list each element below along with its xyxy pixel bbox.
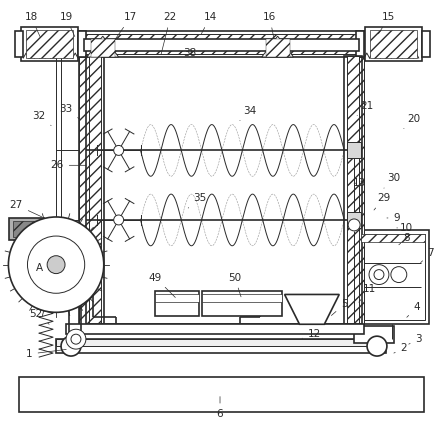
Circle shape <box>61 336 81 356</box>
Text: 18: 18 <box>25 12 40 37</box>
Bar <box>347 212 361 228</box>
Bar <box>356 31 364 57</box>
Polygon shape <box>262 36 294 57</box>
Text: 4: 4 <box>407 302 420 317</box>
Text: 7: 7 <box>421 248 434 263</box>
Text: 1: 1 <box>26 349 66 359</box>
Circle shape <box>391 266 407 283</box>
Text: 49: 49 <box>149 272 175 298</box>
Circle shape <box>369 265 389 284</box>
Bar <box>9 218 44 240</box>
Text: 16: 16 <box>263 12 277 54</box>
Text: 5: 5 <box>331 299 347 315</box>
Circle shape <box>114 145 124 156</box>
Bar <box>56 339 386 346</box>
Circle shape <box>66 329 86 349</box>
Bar <box>344 56 362 324</box>
Text: 21: 21 <box>357 101 373 116</box>
Circle shape <box>8 217 104 312</box>
Text: 38: 38 <box>183 48 197 58</box>
Text: 29: 29 <box>374 193 391 210</box>
Bar <box>202 292 282 316</box>
Bar <box>91 39 115 57</box>
Text: 9: 9 <box>387 213 400 223</box>
Text: 30: 30 <box>384 173 400 188</box>
Bar <box>76 31 367 57</box>
Text: 10: 10 <box>397 223 413 233</box>
Bar <box>357 230 429 324</box>
Text: 14: 14 <box>202 12 217 34</box>
Text: 26: 26 <box>51 160 86 170</box>
Text: 12: 12 <box>302 329 321 339</box>
Bar <box>16 31 23 57</box>
Bar <box>21 27 78 61</box>
Bar <box>347 142 361 159</box>
Text: 3: 3 <box>409 334 422 344</box>
Bar <box>202 295 282 303</box>
Text: 27: 27 <box>10 200 42 217</box>
Bar <box>422 31 430 57</box>
Bar <box>370 30 417 58</box>
Text: 35: 35 <box>188 193 207 208</box>
Polygon shape <box>284 295 339 324</box>
Bar <box>81 34 362 54</box>
Bar <box>78 31 86 57</box>
Text: 33: 33 <box>59 104 79 119</box>
Bar <box>79 56 93 324</box>
Text: 22: 22 <box>161 12 177 54</box>
Bar <box>26 30 73 58</box>
Bar <box>86 56 104 324</box>
Polygon shape <box>87 36 119 57</box>
Text: 11: 11 <box>359 284 376 302</box>
Bar <box>155 295 199 303</box>
Bar <box>347 56 359 324</box>
Bar <box>365 27 422 61</box>
Bar <box>66 324 364 334</box>
Text: 13: 13 <box>353 178 366 188</box>
Bar <box>361 234 425 242</box>
Bar <box>56 339 386 353</box>
Circle shape <box>374 269 384 280</box>
Text: 52: 52 <box>30 309 49 324</box>
Bar <box>350 56 364 324</box>
Bar <box>19 377 424 412</box>
Circle shape <box>27 236 85 293</box>
Bar <box>354 326 394 343</box>
Bar <box>361 234 425 320</box>
Circle shape <box>367 336 387 356</box>
Circle shape <box>114 215 124 225</box>
Bar <box>13 221 40 237</box>
Text: A: A <box>35 263 53 272</box>
Text: 20: 20 <box>404 113 420 128</box>
Bar <box>84 39 359 51</box>
Text: 19: 19 <box>59 12 75 37</box>
Circle shape <box>71 334 81 344</box>
Text: 34: 34 <box>240 106 256 121</box>
Text: 15: 15 <box>378 12 396 34</box>
Circle shape <box>348 219 360 231</box>
Bar <box>266 39 290 57</box>
Bar <box>155 292 199 316</box>
Text: 32: 32 <box>33 110 51 125</box>
Text: 6: 6 <box>217 397 223 419</box>
Text: 2: 2 <box>394 343 407 353</box>
Text: 17: 17 <box>105 12 137 55</box>
Bar <box>89 56 101 324</box>
Text: 50: 50 <box>228 272 241 297</box>
Circle shape <box>47 256 65 274</box>
Text: 8: 8 <box>399 233 410 245</box>
